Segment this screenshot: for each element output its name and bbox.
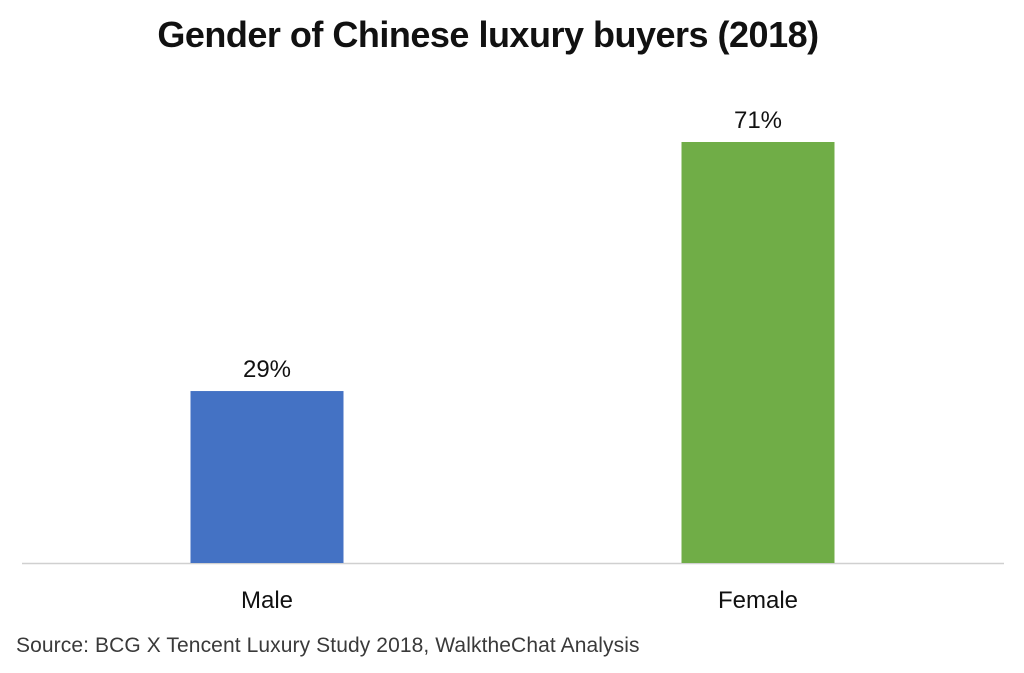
x-tick-label-male: Male: [241, 587, 293, 614]
source-note: Source: BCG X Tencent Luxury Study 2018,…: [16, 634, 640, 657]
chart-title: Gender of Chinese luxury buyers (2018): [157, 14, 819, 55]
data-label-male: 29%: [243, 356, 291, 383]
bar-male: [190, 391, 344, 563]
data-label-female: 71%: [734, 107, 782, 134]
bar-female: [681, 142, 835, 563]
x-tick-label-female: Female: [718, 587, 798, 614]
